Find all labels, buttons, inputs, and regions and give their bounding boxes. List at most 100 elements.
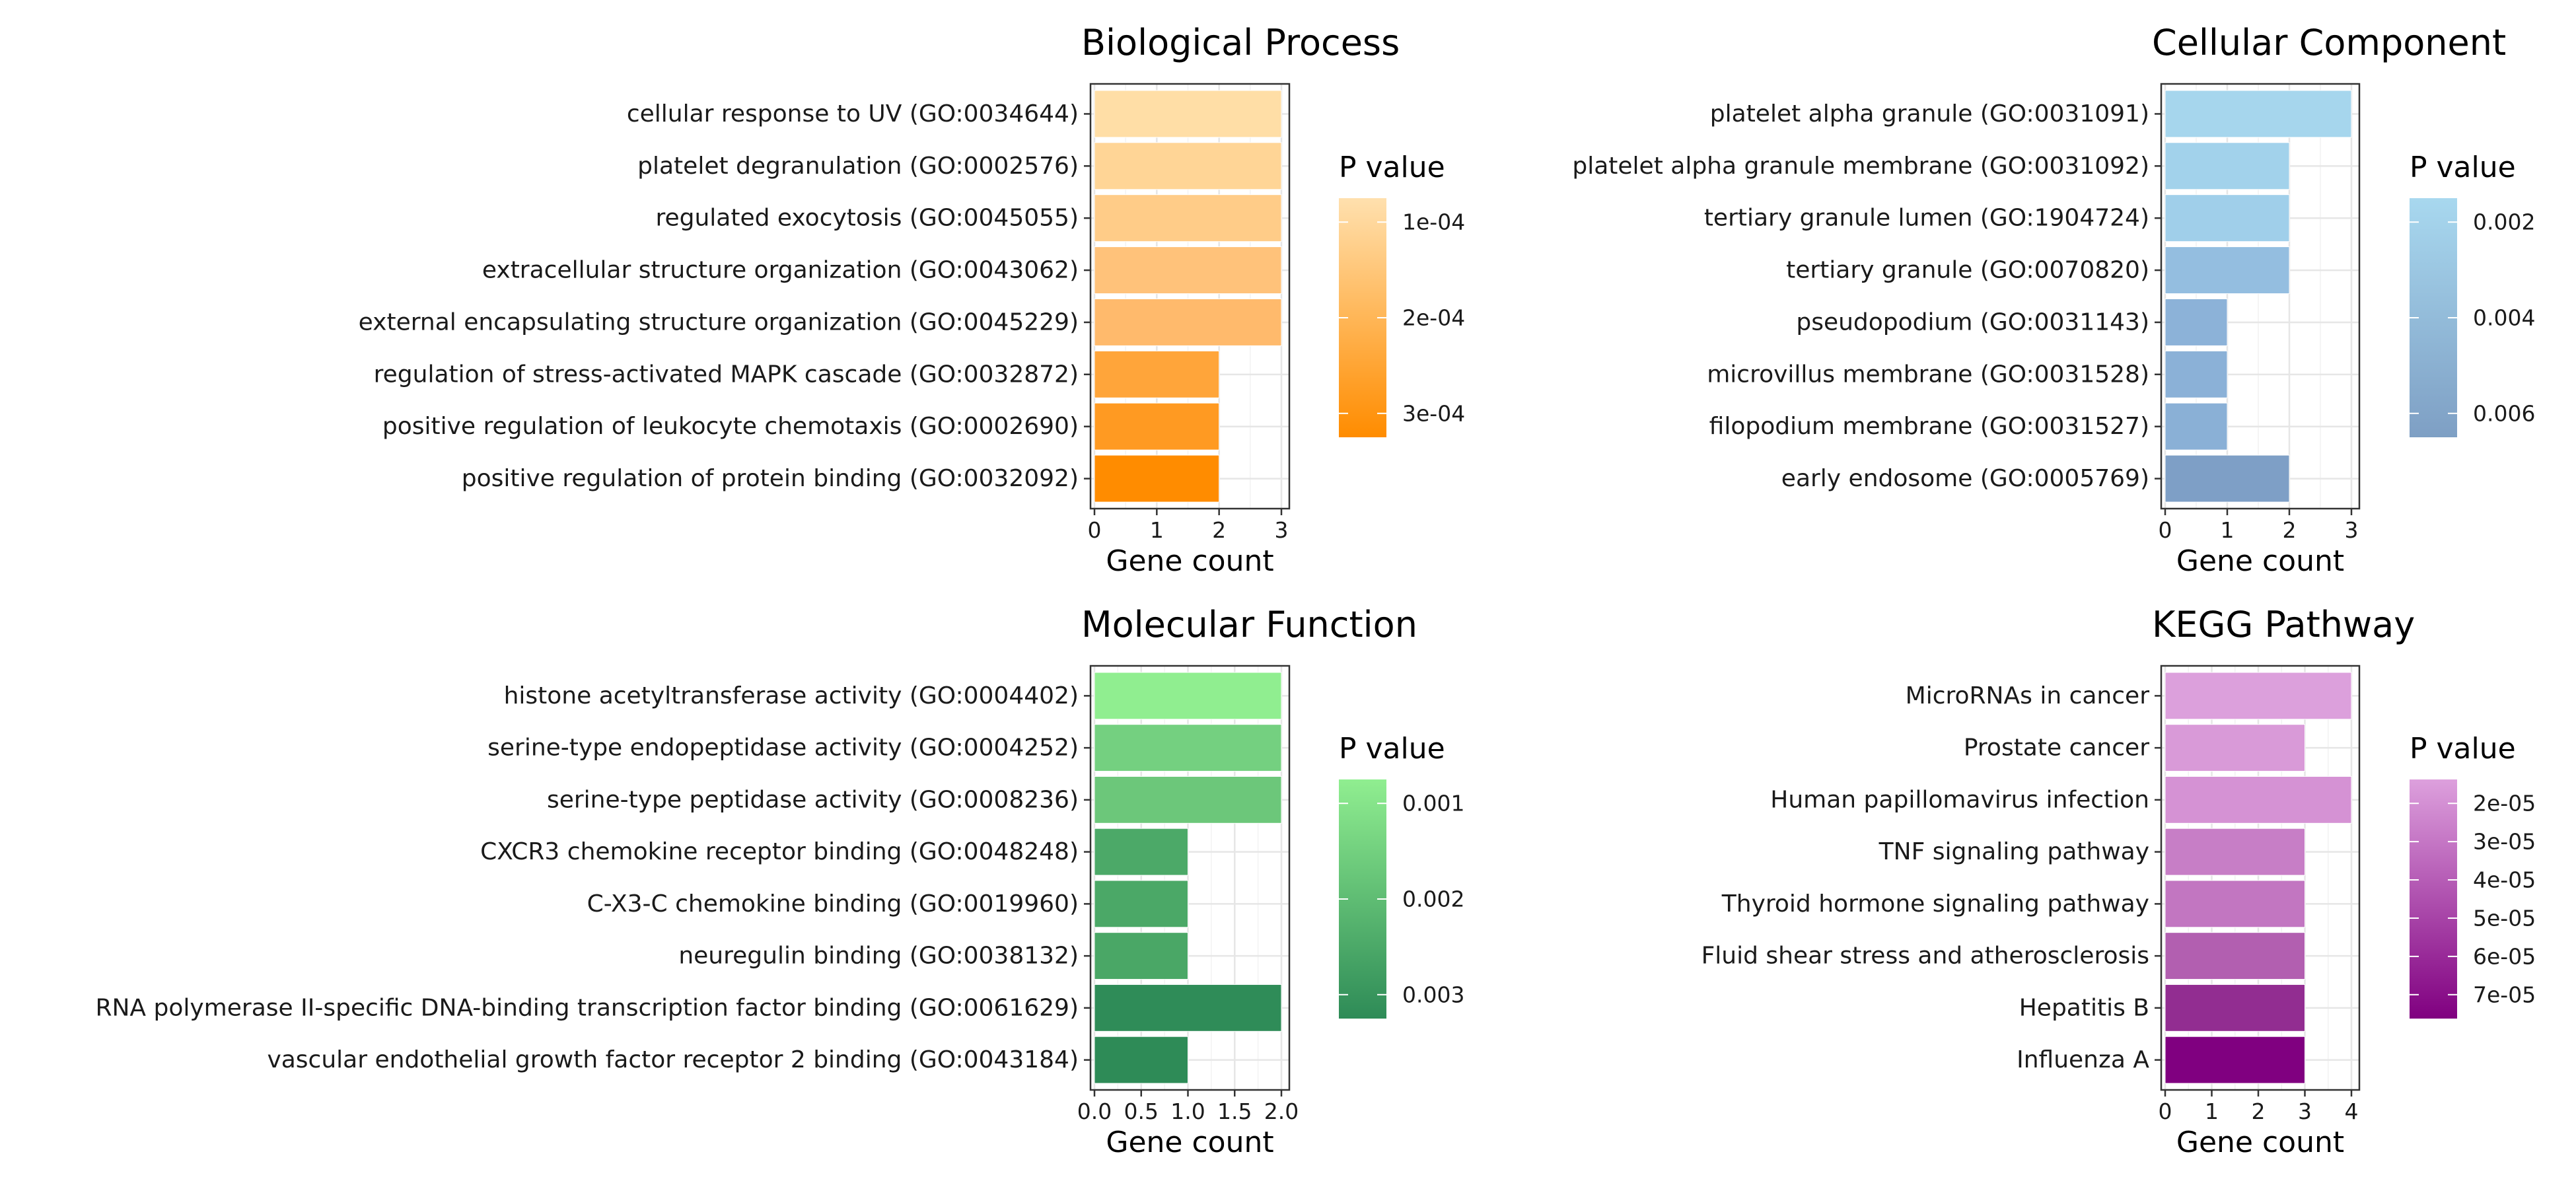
x-axis-title: Gene count	[2176, 1126, 2344, 1159]
bar	[1094, 194, 1282, 242]
category-label: Prostate cancer	[1964, 735, 2149, 762]
bar	[2165, 828, 2305, 876]
x-axis-title: Gene count	[1106, 1126, 1273, 1159]
bar	[1094, 984, 1282, 1032]
legend-tick-label: 0.003	[1402, 982, 1464, 1007]
legend-tick-label: 0.002	[1402, 886, 1464, 912]
category-label: filopodium membrane (GO:0031527)	[1709, 413, 2149, 440]
legend-tick-label: 2e-04	[1402, 305, 1465, 331]
bar	[1094, 90, 1282, 138]
panel-title: Biological Process	[1081, 22, 1400, 63]
plot-border	[2160, 665, 2361, 1091]
category-label: Human papillomavirus infection	[1770, 786, 2149, 813]
category-label: tertiary granule (GO:0070820)	[1786, 257, 2149, 284]
category-label: neuregulin binding (GO:0038132)	[678, 943, 1079, 970]
legend-colorbar	[2410, 779, 2457, 1019]
category-label: positive regulation of protein binding (…	[462, 465, 1079, 492]
bar	[2165, 142, 2290, 190]
category-label: serine-type endopeptidase activity (GO:0…	[487, 735, 1079, 762]
x-tick-label: 1	[1150, 517, 1164, 543]
category-label: pseudopodium (GO:0031143)	[1796, 308, 2149, 336]
category-label: Influenza A	[2017, 1046, 2149, 1073]
x-tick-label: 3	[2345, 517, 2359, 543]
plot-border	[1089, 665, 1291, 1091]
bar	[2165, 984, 2305, 1032]
x-tick-label: 0.0	[1077, 1099, 1112, 1124]
bar	[2165, 194, 2290, 242]
legend-title: P value	[2410, 732, 2516, 766]
bar	[1094, 454, 1220, 503]
x-tick-label: 2	[2252, 1099, 2266, 1124]
x-tick-label: 4	[2345, 1099, 2359, 1124]
category-label: histone acetyltransferase activity (GO:0…	[504, 682, 1079, 709]
bar	[1094, 1036, 1188, 1084]
bar	[2165, 350, 2228, 398]
legend-title: P value	[1339, 151, 1445, 184]
category-label: external encapsulating structure organiz…	[359, 308, 1079, 336]
category-label: Thyroid hormone signaling pathway	[1721, 890, 2149, 918]
category-label: platelet degranulation (GO:0002576)	[637, 153, 1079, 180]
category-label: Fluid shear stress and atherosclerosis	[1701, 943, 2149, 970]
bar	[1094, 298, 1282, 346]
x-tick-label: 2.0	[1264, 1099, 1299, 1124]
panel-title: Cellular Component	[2152, 22, 2506, 63]
panel-title: KEGG Pathway	[2152, 604, 2415, 645]
category-label: MicroRNAs in cancer	[1906, 682, 2150, 709]
category-label: extracellular structure organization (GO…	[482, 257, 1079, 284]
bar	[2165, 724, 2305, 772]
x-tick-label: 1	[2205, 1099, 2219, 1124]
bar	[2165, 932, 2305, 980]
legend-tick-label: 4e-05	[2473, 867, 2536, 893]
legend-tick-label: 6e-05	[2473, 943, 2536, 969]
legend-tick-label: 3e-04	[1402, 400, 1465, 426]
x-axis-title: Gene count	[1106, 544, 1273, 578]
x-axis-title: Gene count	[2176, 544, 2344, 578]
bar	[2165, 402, 2228, 450]
category-label: CXCR3 chemokine receptor binding (GO:004…	[480, 838, 1079, 865]
legend-tick-label: 0.006	[2473, 400, 2535, 426]
bar	[1094, 932, 1188, 980]
category-label: vascular endothelial growth factor recep…	[267, 1046, 1079, 1073]
x-tick-label: 1.5	[1217, 1099, 1252, 1124]
x-tick-label: 2	[2283, 517, 2297, 543]
legend-tick-label: 0.004	[2473, 305, 2535, 331]
bar	[1094, 880, 1188, 928]
category-label: regulated exocytosis (GO:0045055)	[655, 205, 1079, 232]
legend-tick-label: 5e-05	[2473, 905, 2536, 931]
x-tick-label: 1	[2221, 517, 2235, 543]
bar	[2165, 672, 2352, 720]
bar	[2165, 880, 2305, 928]
bar	[1094, 142, 1282, 190]
plot-border	[1089, 83, 1291, 510]
bar	[2165, 298, 2228, 346]
legend-tick-label: 2e-05	[2473, 791, 2536, 816]
x-tick-label: 3	[1275, 517, 1289, 543]
category-label: regulation of stress-activated MAPK casc…	[374, 361, 1079, 388]
bar	[1094, 828, 1188, 876]
x-tick-label: 3	[2298, 1099, 2312, 1124]
legend-tick-label: 0.002	[2473, 209, 2535, 235]
legend-tick-label: 3e-05	[2473, 829, 2536, 855]
legend-title: P value	[2410, 151, 2516, 184]
category-label: TNF signaling pathway	[1878, 838, 2149, 865]
x-tick-label: 0	[2159, 517, 2172, 543]
category-label: microvillus membrane (GO:0031528)	[1707, 361, 2149, 388]
legend-tick-label: 1e-04	[1402, 209, 1465, 235]
category-label: cellular response to UV (GO:0034644)	[627, 100, 1079, 127]
bar	[1094, 402, 1220, 450]
chart-panel-2: platelet alpha granule (GO:0031091) plate…	[1572, 22, 2535, 578]
bar	[1094, 724, 1282, 772]
category-label: RNA polymerase II-specific DNA-binding t…	[95, 994, 1079, 1021]
x-tick-label: 0	[2159, 1099, 2172, 1124]
chart-panel-1: cellular response to UV (GO:0034644) plat…	[359, 22, 1466, 578]
plot-border	[2160, 83, 2361, 510]
x-tick-label: 0	[1088, 517, 1102, 543]
category-label: serine-type peptidase activity (GO:00082…	[547, 786, 1079, 813]
category-label: C-X3-C chemokine binding (GO:0019960)	[587, 890, 1079, 918]
category-label: tertiary granule lumen (GO:1904724)	[1704, 205, 2149, 232]
category-label: early endosome (GO:0005769)	[1781, 465, 2149, 492]
bar	[2165, 90, 2352, 138]
x-tick-label: 2	[1212, 517, 1226, 543]
legend-title: P value	[1339, 732, 1445, 766]
